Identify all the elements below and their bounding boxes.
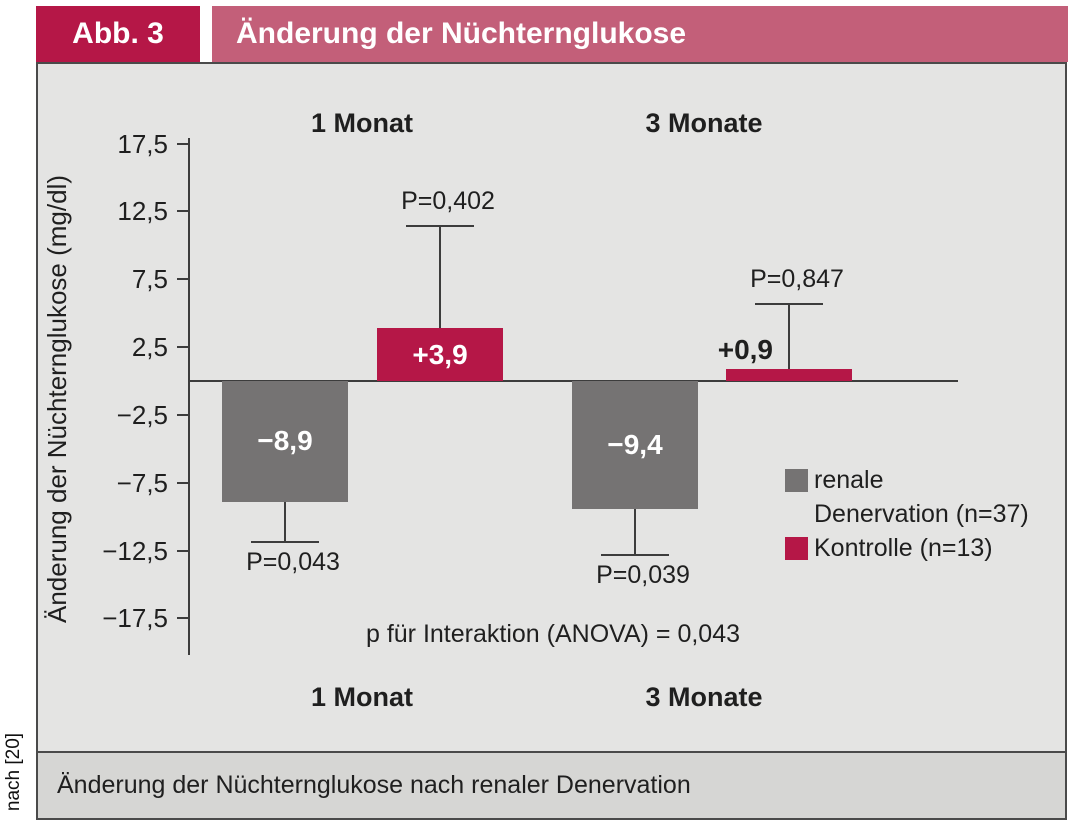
- source-reference: nach [20]: [3, 732, 24, 812]
- figure-title-bar: Änderung der Nüchternglukose: [212, 6, 1068, 62]
- caption-text: Änderung der Nüchternglukose nach renale…: [57, 771, 691, 799]
- caption-bar: Änderung der Nüchternglukose nach renale…: [38, 751, 1065, 818]
- figure-number-badge: Abb. 3: [36, 6, 200, 62]
- chart-panel: Änderung der Nüchternglukose nach renale…: [36, 62, 1067, 820]
